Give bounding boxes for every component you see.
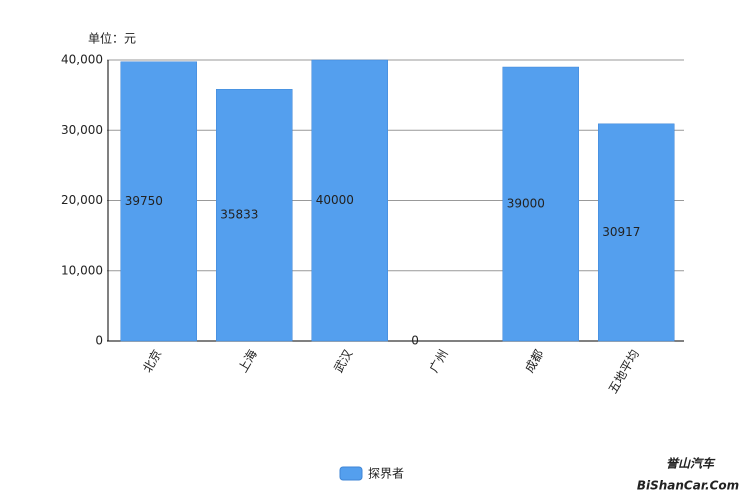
watermark: 誉山汽车 [666,457,716,471]
y-tick-label: 0 [95,334,103,348]
bar [120,61,197,342]
y-tick-label: 30,000 [61,123,103,137]
y-tick-label: 20,000 [61,193,103,207]
value-label: 40000 [316,193,354,207]
x-tick-label: 广州 [427,347,451,375]
bar [598,123,675,342]
x-tick-label: 上海 [235,347,260,375]
value-label: 39750 [125,194,163,208]
x-tick-label: 五地平均 [606,347,642,396]
bar [502,66,579,342]
y-tick-label: 10,000 [61,263,103,277]
value-label: 35833 [220,208,258,222]
value-label: 0 [411,334,419,348]
x-tick-label: 武汉 [331,347,355,375]
unit-label: 单位：元 [88,31,136,46]
legend-label: 探界者 [368,467,404,481]
bar [216,89,293,342]
bar [311,59,388,342]
legend-swatch [339,466,363,481]
x-tick-label: 北京 [140,347,164,375]
value-label: 30917 [602,225,640,239]
x-tick-label: 成都 [522,347,546,375]
value-label: 39000 [507,197,545,211]
y-tick-label: 40,000 [61,53,103,67]
watermark: BiShanCar.Com [637,479,739,493]
